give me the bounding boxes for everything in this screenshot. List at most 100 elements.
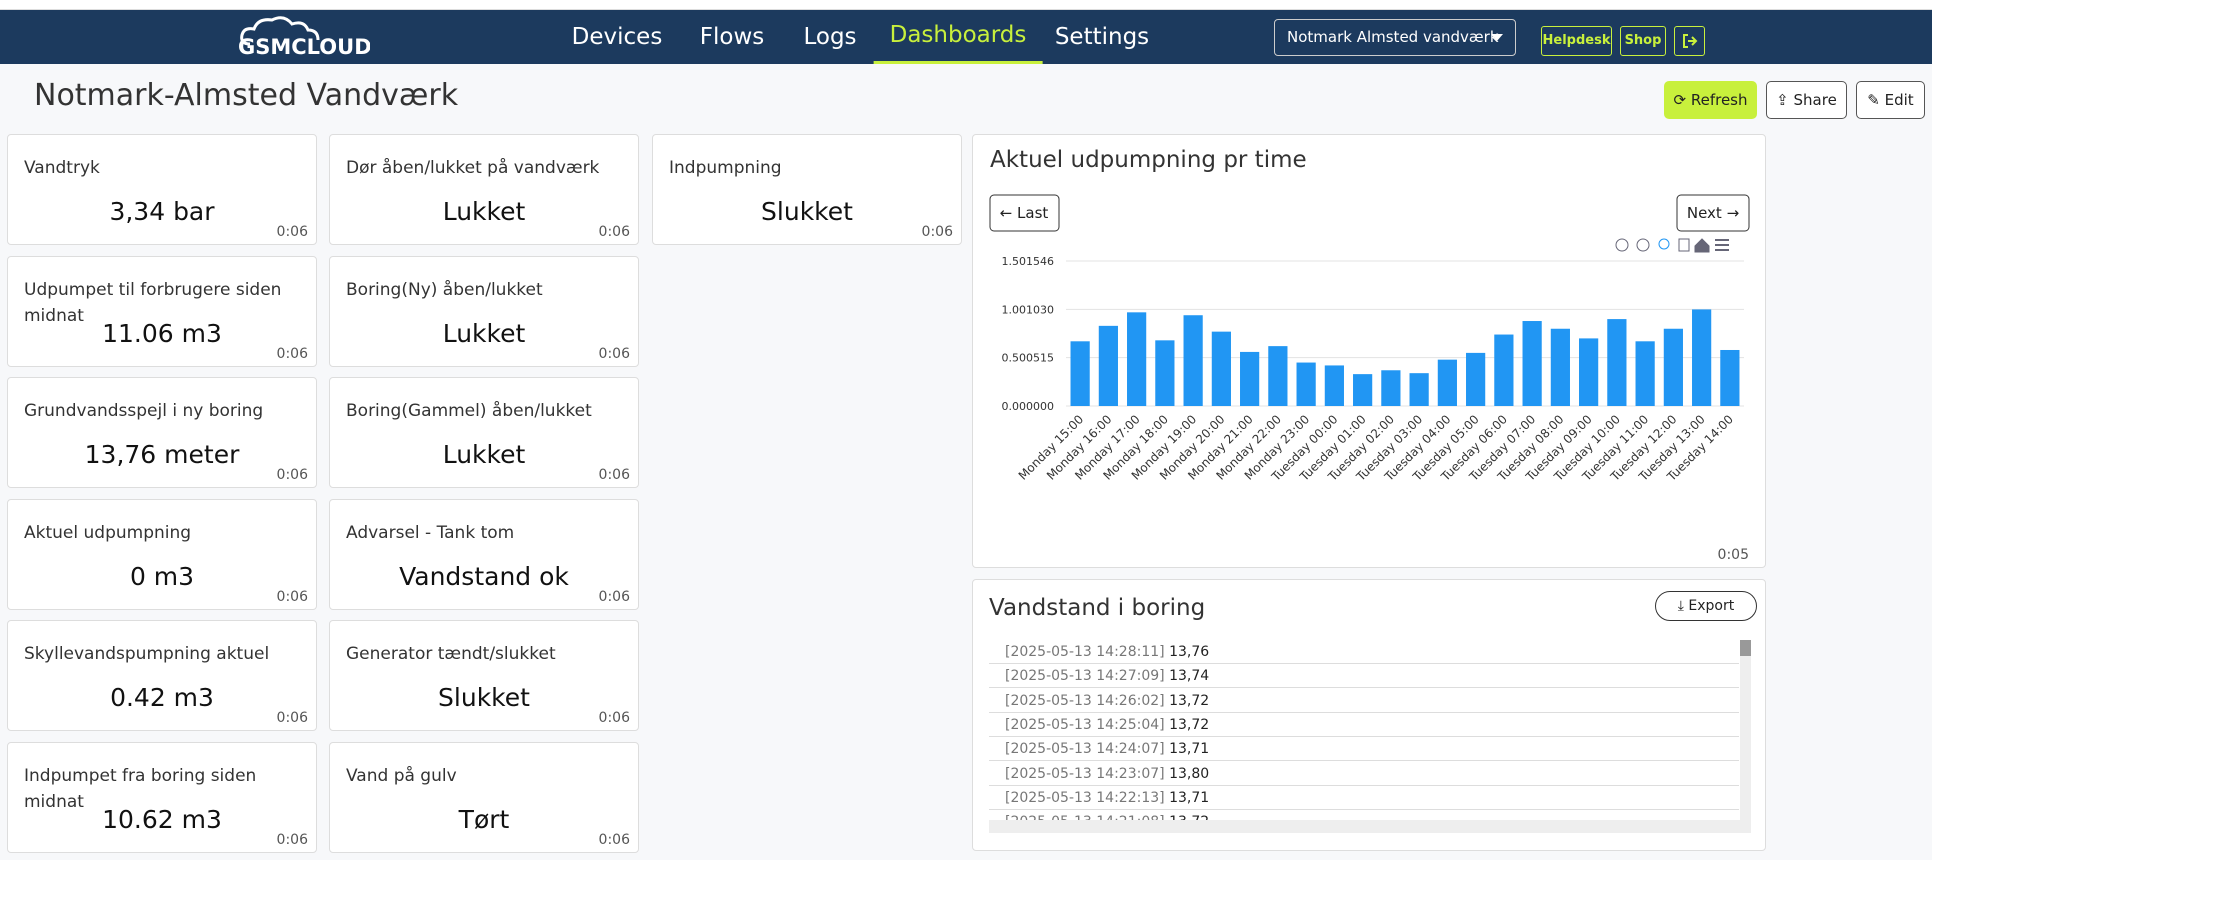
nav-item[interactable]: Devices xyxy=(571,24,663,50)
export-text: Export xyxy=(1688,598,1735,614)
card-value: Slukket xyxy=(438,683,530,712)
zoom-out[interactable] xyxy=(1636,238,1650,252)
card-time: 0:06 xyxy=(598,467,630,483)
card-label: Aktuel udpumpning xyxy=(24,522,192,543)
card-label: Indpumpet fra boring siden midnat xyxy=(24,765,257,812)
card-label: Indpumpning xyxy=(669,158,782,178)
nav-item[interactable]: Logs xyxy=(803,24,857,50)
site-select[interactable]: Notmark Almsted vandværk xyxy=(1274,19,1516,56)
nav-item[interactable]: Settings xyxy=(1054,24,1150,50)
bar xyxy=(1070,341,1090,406)
log-row: [2025-05-13 14:25:04] 13,72 xyxy=(989,713,1739,737)
home[interactable] xyxy=(1694,238,1710,253)
card-time: 0:06 xyxy=(276,831,308,848)
card-value: Vandstand ok xyxy=(399,561,569,591)
card-label: Boring(Ny) åben/lukket xyxy=(346,279,543,300)
log-timestamp: [2025-05-13 14:28:11] xyxy=(1005,644,1165,660)
v-scrollbar[interactable] xyxy=(1740,640,1751,833)
logo-cloud xyxy=(240,16,320,46)
bar xyxy=(1240,351,1260,406)
card-label: Grundvandsspejl i ny boring xyxy=(24,401,264,421)
bar xyxy=(1127,312,1147,406)
card: Boring(Ny) åben/lukket Lukket 0:06 xyxy=(329,255,639,367)
log-value: 13,72 xyxy=(1169,716,1210,733)
card-label: Dør åben/lukket på vandværk xyxy=(346,158,600,178)
card-value: Tørt xyxy=(458,804,510,834)
y-tick-label: 0.500515 xyxy=(1002,352,1055,365)
next-button[interactable] xyxy=(1676,194,1750,232)
bar xyxy=(1579,338,1599,406)
log-row: [2025-05-13 14:23:07] 13,80 xyxy=(989,762,1739,786)
y-tick-label: 1.001030 xyxy=(1002,303,1055,316)
chart-title: Aktuel udpumpning pr time xyxy=(990,147,1307,173)
top-strip xyxy=(0,0,1932,10)
export-button[interactable]: ⤓ Export xyxy=(1655,591,1757,621)
logo[interactable]: GSMCLOUD xyxy=(236,14,370,60)
card-label: Boring(Gammel) åben/lukket xyxy=(346,401,592,421)
log-value: 13,76 xyxy=(1169,644,1210,660)
log-row: [2025-05-13 14:21:08] 13,72 xyxy=(989,810,1739,820)
logo-text: GSMCLOUD xyxy=(238,35,370,59)
card: Grundvandsspejl i ny boring 13,76 meter 0:… xyxy=(7,377,317,488)
bar xyxy=(1550,328,1570,406)
card-value: 11.06 m3 xyxy=(102,318,222,348)
share-text: Share xyxy=(1793,91,1837,109)
site-select-text: Notmark Almsted vandværk xyxy=(1287,28,1499,46)
bar xyxy=(1155,340,1175,406)
bar xyxy=(1437,359,1457,406)
card: Indpumpning Slukket 0:06 xyxy=(652,134,962,245)
y-tick-label: 1.501546 xyxy=(1002,255,1055,268)
nav-item[interactable]: Dashboards xyxy=(873,10,1043,64)
last-button[interactable] xyxy=(989,194,1060,232)
h-scrollbar[interactable] xyxy=(989,820,1740,833)
bar xyxy=(1296,362,1316,406)
next-text: Next → xyxy=(1687,204,1739,222)
log-value: 13,72 xyxy=(1169,814,1209,820)
card-value: Lukket xyxy=(442,197,526,226)
log-timestamp: [2025-05-13 14:21:08] xyxy=(1005,814,1165,820)
edit-button[interactable]: ✎ Edit xyxy=(1856,81,1925,119)
v-thumb[interactable] xyxy=(1740,640,1751,656)
card: Indpumpet fra boring siden midnat 10.62 m… xyxy=(7,741,317,853)
refresh-button[interactable]: ⟳ Refresh xyxy=(1664,81,1757,119)
log-timestamp: [2025-05-13 14:25:04] xyxy=(1005,716,1165,733)
pan[interactable] xyxy=(1678,238,1690,252)
log-value: 13,80 xyxy=(1169,765,1210,782)
helpdesk-button[interactable]: Helpdesk xyxy=(1541,26,1612,56)
card-value: 3,34 bar xyxy=(109,197,215,226)
log-title: Vandstand i boring xyxy=(989,595,1206,621)
shop-button[interactable]: Shop xyxy=(1620,26,1666,56)
zoom[interactable] xyxy=(1658,238,1670,250)
bar xyxy=(1494,334,1514,406)
bar xyxy=(1409,373,1429,406)
card-time: 0:06 xyxy=(598,224,630,240)
log-row: [2025-05-13 14:24:07] 13,71 xyxy=(989,737,1739,762)
page-title: Notmark-Almsted Vandværk xyxy=(34,78,459,113)
log-timestamp: [2025-05-13 14:23:07] xyxy=(1005,765,1165,782)
card-value: 13,76 meter xyxy=(84,440,240,469)
log-timestamp: [2025-05-13 14:27:09] xyxy=(1005,668,1165,685)
log-panel: Vandstand i boring ⤓ Export [2025-05-13 … xyxy=(972,579,1766,851)
next-label: Next xyxy=(1687,204,1722,222)
menu[interactable] xyxy=(1715,239,1729,251)
card-value: Slukket xyxy=(761,197,853,226)
card-time: 0:06 xyxy=(598,831,630,848)
bar xyxy=(1720,349,1740,406)
log-value: 13,71 xyxy=(1169,789,1210,806)
card-time: 0:06 xyxy=(598,588,630,605)
card-label: Vand på gulv xyxy=(346,765,457,786)
bar xyxy=(1692,309,1712,406)
card-label: Advarsel - Tank tom xyxy=(346,522,515,543)
share-button[interactable]: ⇪ Share xyxy=(1766,81,1847,119)
card: Dør åben/lukket på vandværk Lukket 0:06 xyxy=(329,134,639,245)
chart-panel: Aktuel udpumpning pr time ← Last Next → … xyxy=(972,134,1766,568)
nav-item[interactable]: Flows xyxy=(699,24,765,50)
bar xyxy=(1466,352,1486,406)
logout-button[interactable] xyxy=(1674,26,1705,56)
bar xyxy=(1381,370,1401,406)
zoom-in[interactable] xyxy=(1615,238,1629,252)
chart-toolbar xyxy=(1615,238,1729,253)
card: Advarsel - Tank tom Vandstand ok 0:06 xyxy=(329,498,639,610)
card-value: 0 m3 xyxy=(129,561,195,591)
refresh-text: Refresh xyxy=(1690,91,1748,109)
